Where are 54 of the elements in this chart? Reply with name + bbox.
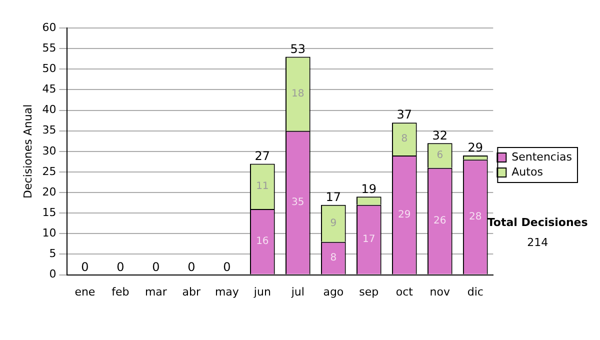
y-tick-label: 50	[42, 62, 56, 75]
y-tick-label: 35	[42, 124, 56, 137]
x-tick-label: oct	[396, 285, 414, 298]
total-label: 19	[361, 182, 377, 196]
y-tick-label: 10	[42, 226, 56, 240]
x-tick-label: ene	[74, 285, 96, 298]
data-label: 8	[401, 134, 408, 145]
total-label: 0	[188, 260, 196, 274]
x-tick-label: nov	[430, 285, 450, 298]
data-label: 35	[292, 197, 304, 208]
data-label: 17	[362, 234, 376, 246]
x-tick-label: jul	[290, 285, 304, 298]
y-tick-label: 5	[49, 247, 56, 260]
y-tick-label: 30	[42, 144, 56, 158]
data-label: 8	[330, 252, 337, 264]
data-label: 29	[398, 210, 411, 220]
x-tick-label: ago	[323, 285, 344, 298]
text: 214	[527, 236, 548, 249]
total-label: 53	[290, 42, 306, 56]
y-tick-label: 55	[42, 41, 56, 54]
x-tick-label: jun	[252, 285, 271, 298]
y-tick-label: 25	[42, 164, 56, 178]
legend-label: Autos	[512, 165, 544, 178]
data-label: 9	[330, 218, 337, 229]
y-tick-label: 60	[42, 20, 56, 34]
y-tick-label: 0	[49, 268, 56, 281]
data-label: 11	[256, 180, 269, 192]
data-label: 16	[256, 236, 269, 248]
total-label: 17	[326, 190, 342, 204]
x-tick-label: may	[214, 285, 240, 298]
x-tick-label: dic	[467, 285, 484, 298]
y-tick-label: 40	[42, 103, 56, 116]
y-tick-label: 20	[42, 185, 56, 198]
total-label: 32	[432, 128, 448, 142]
x-tick-label: mar	[144, 285, 168, 298]
total-label: 29	[468, 140, 484, 155]
data-label: 28	[469, 212, 482, 223]
data-label: 6	[436, 150, 444, 162]
y-tick-label: 15	[42, 206, 56, 219]
x-tick-label: abr	[182, 285, 202, 298]
x-tick-label: sep	[359, 285, 379, 298]
y-tick-label: 45	[42, 82, 56, 96]
total-label: 0	[223, 260, 231, 274]
x-tick-label: feb	[112, 285, 130, 298]
total-label: 0	[116, 260, 124, 274]
total-label: 0	[81, 260, 89, 274]
total-label: 37	[396, 108, 412, 122]
total-label: 0	[152, 260, 160, 274]
y-axis-title: Decisiones Anual	[21, 104, 34, 198]
data-label: 18	[292, 88, 304, 100]
data-label: 26	[434, 216, 446, 227]
annotation: Total Decisiones	[487, 216, 588, 229]
legend-label: Sentencias	[512, 150, 572, 164]
total-label: 27	[254, 148, 270, 163]
